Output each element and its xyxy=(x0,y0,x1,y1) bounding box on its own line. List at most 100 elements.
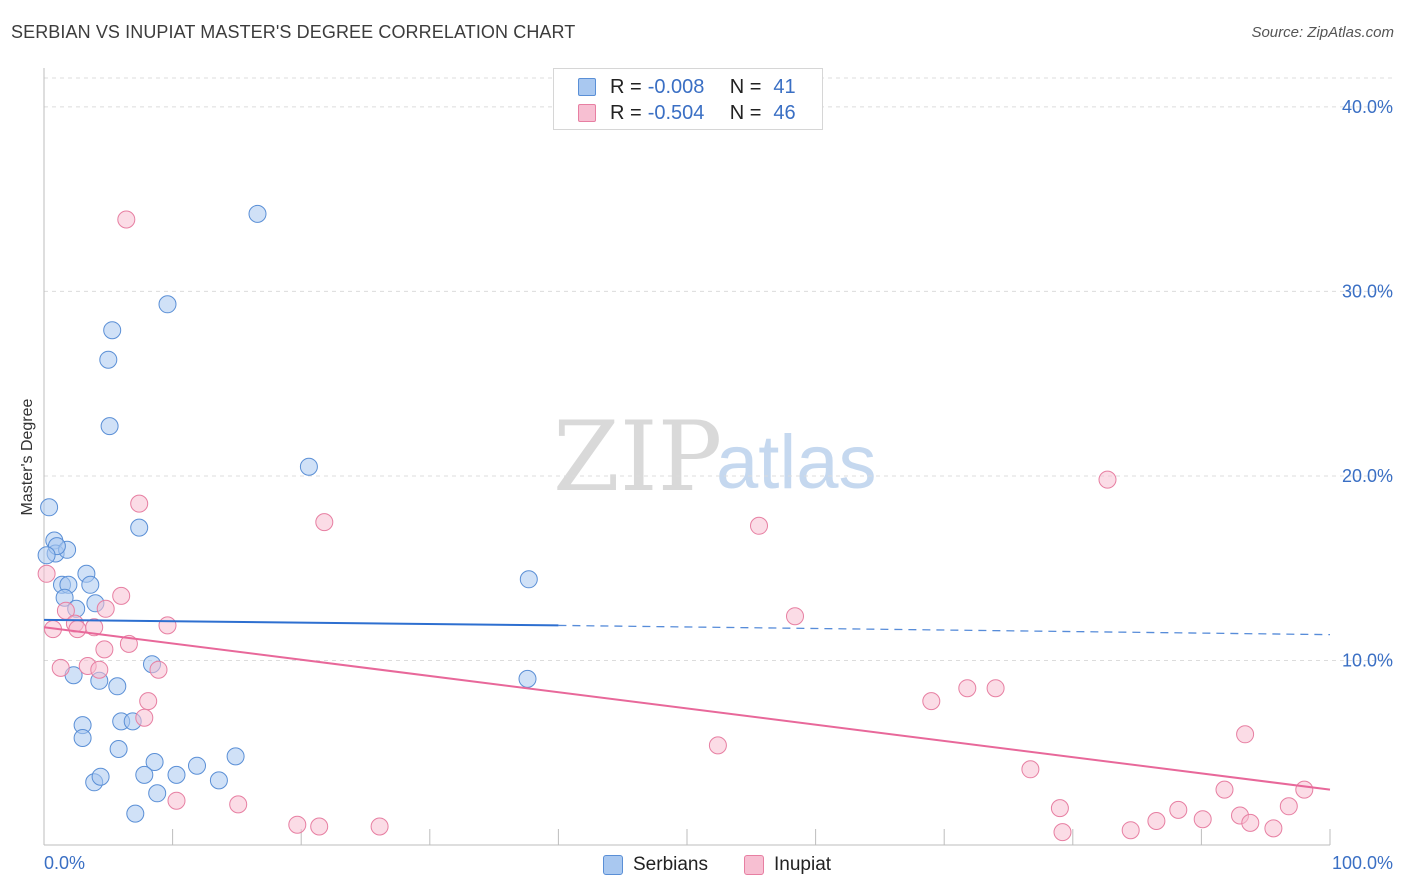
data-point-inupiat xyxy=(786,607,804,626)
data-point-inupiat xyxy=(1121,821,1140,840)
legend-r-label: R = xyxy=(610,101,642,124)
data-point-serbians xyxy=(99,350,118,369)
legend-n-value: 41 xyxy=(773,75,796,98)
data-point-serbians xyxy=(130,518,149,537)
watermark-atlas: atlas xyxy=(716,420,877,505)
watermark-zip: ZIP xyxy=(553,401,722,513)
data-point-serbians xyxy=(188,756,206,775)
legend-r-value: -0.504 xyxy=(647,101,705,124)
data-point-inupiat xyxy=(229,795,248,814)
legend-row-inupiat: R = -0.504 N = 46 xyxy=(578,100,796,126)
bottom-legend-inupiat: Inupiat xyxy=(744,852,831,878)
trend-line-serbians-extrapolated xyxy=(558,624,1331,636)
bottom-legend-label-inupiat: Inupiat xyxy=(774,854,832,875)
data-point-serbians xyxy=(209,771,228,790)
legend-swatch-serbians xyxy=(578,78,596,96)
legend-n-label: N = xyxy=(729,101,762,124)
data-point-serbians xyxy=(103,321,122,340)
data-point-inupiat xyxy=(117,210,136,229)
data-point-serbians xyxy=(73,729,92,747)
data-point-inupiat xyxy=(958,679,977,698)
data-point-inupiat xyxy=(1147,812,1166,830)
data-point-inupiat xyxy=(51,658,70,677)
y-tick-label: 10.0% xyxy=(1342,650,1393,670)
data-point-inupiat xyxy=(119,634,138,653)
data-point-inupiat xyxy=(96,599,115,618)
y-tick-label: 40.0% xyxy=(1342,97,1393,117)
data-point-inupiat xyxy=(139,692,158,711)
legend-n-label: N = xyxy=(729,75,762,98)
legend-r-value: -0.008 xyxy=(647,75,705,98)
data-point-serbians xyxy=(135,765,154,784)
data-point-inupiat xyxy=(95,640,114,659)
data-point-inupiat xyxy=(85,618,104,637)
data-point-serbians xyxy=(91,767,110,786)
data-point-inupiat xyxy=(158,616,177,635)
data-point-inupiat xyxy=(315,513,334,532)
data-point-serbians xyxy=(108,677,127,696)
y-tick-label: 20.0% xyxy=(1342,466,1393,486)
data-point-serbians xyxy=(109,740,128,758)
x-tick-label-max: 100.0% xyxy=(1332,853,1393,873)
data-point-inupiat xyxy=(1021,760,1040,779)
data-point-serbians xyxy=(299,457,318,476)
data-point-serbians xyxy=(126,804,145,823)
data-point-inupiat xyxy=(135,708,154,727)
data-point-inupiat xyxy=(1241,813,1260,832)
source-label: Source: ZipAtlas.com xyxy=(1251,24,1394,41)
correlation-legend: R = -0.008 N = 41 R = -0.504 N = 46 xyxy=(553,68,823,130)
legend-swatch-inupiat xyxy=(578,104,596,122)
series-serbians xyxy=(37,204,538,823)
legend-r-label: R = xyxy=(610,75,642,98)
tick-labels: 10.0% 20.0% 30.0% 40.0% 0.0% 100.0% xyxy=(44,97,1393,873)
series-inupiat xyxy=(37,210,1314,842)
axes xyxy=(43,68,1331,846)
data-point-inupiat xyxy=(149,660,168,679)
data-point-serbians xyxy=(81,575,100,594)
data-point-inupiat xyxy=(130,494,149,513)
data-point-inupiat xyxy=(1050,799,1069,818)
data-point-inupiat xyxy=(1193,810,1212,829)
data-point-serbians xyxy=(158,295,177,314)
bottom-legend-serbians: Serbians xyxy=(603,852,708,878)
data-point-inupiat xyxy=(90,660,109,679)
data-point-inupiat xyxy=(1264,819,1283,838)
data-point-inupiat xyxy=(986,679,1005,698)
data-point-serbians xyxy=(226,747,245,766)
trend-line-inupiat xyxy=(43,626,1331,791)
grid-lines xyxy=(44,77,1395,661)
data-point-inupiat xyxy=(1236,725,1255,744)
bottom-legend-swatch-inupiat xyxy=(744,855,764,875)
legend-row-serbians: R = -0.008 N = 41 xyxy=(578,74,796,100)
data-point-inupiat xyxy=(1053,823,1072,842)
data-point-inupiat xyxy=(1279,797,1298,816)
data-point-serbians xyxy=(40,498,59,517)
legend-n-value: 46 xyxy=(773,101,796,124)
bottom-legend-swatch-serbians xyxy=(603,855,623,875)
trend-lines xyxy=(43,618,1331,791)
data-point-inupiat xyxy=(750,516,768,535)
data-point-serbians xyxy=(148,784,167,803)
data-point-serbians xyxy=(145,753,164,771)
bottom-legend-label-serbians: Serbians xyxy=(633,854,708,875)
chart-title: SERBIAN VS INUPIAT MASTER'S DEGREE CORRE… xyxy=(11,22,576,42)
y-tick-label: 30.0% xyxy=(1342,281,1393,301)
data-point-inupiat xyxy=(37,564,56,583)
data-point-inupiat xyxy=(1169,800,1188,819)
data-points xyxy=(37,204,1314,842)
data-point-inupiat xyxy=(288,815,307,834)
data-point-inupiat xyxy=(310,817,329,836)
data-point-inupiat xyxy=(167,791,186,810)
data-point-inupiat xyxy=(922,692,941,711)
data-point-inupiat xyxy=(708,736,727,755)
data-point-inupiat xyxy=(370,817,389,836)
data-point-inupiat xyxy=(1215,780,1234,799)
data-point-inupiat xyxy=(112,586,131,605)
data-point-inupiat xyxy=(1295,780,1314,799)
x-tick-label-min: 0.0% xyxy=(44,853,85,873)
data-point-serbians xyxy=(100,417,119,436)
trend-line-serbians xyxy=(43,618,559,627)
data-point-serbians xyxy=(519,570,538,589)
data-point-serbians xyxy=(167,765,186,784)
